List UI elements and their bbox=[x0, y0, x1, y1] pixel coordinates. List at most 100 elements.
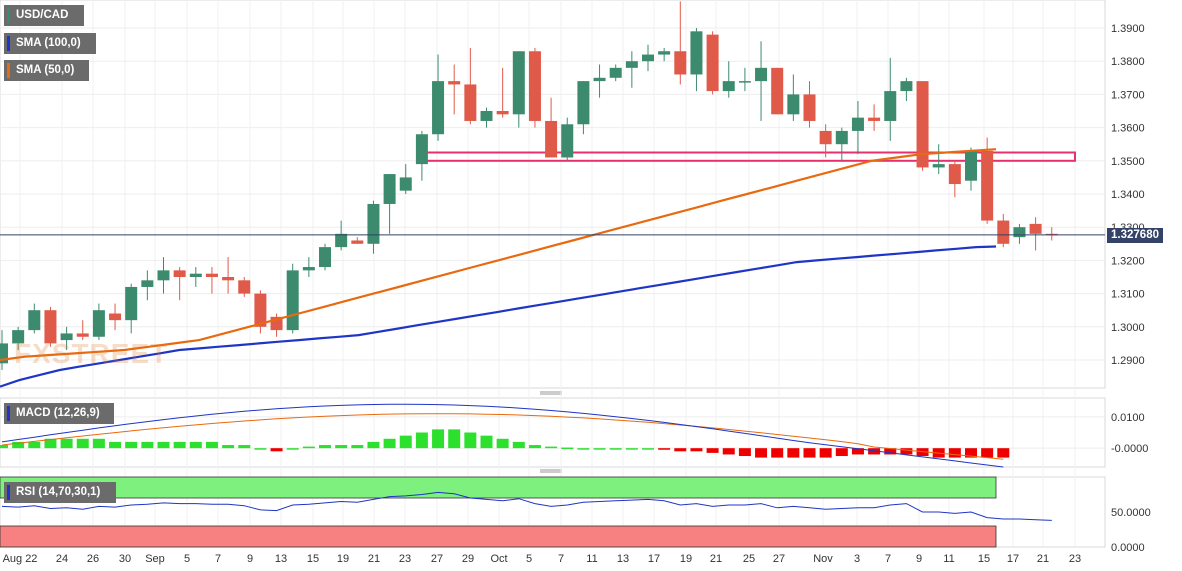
legend-rsi[interactable]: RSI (14,70,30,1) bbox=[4, 482, 116, 503]
x-tick-label: 17 bbox=[1007, 553, 1019, 565]
candle-body bbox=[997, 220, 1010, 244]
x-tick-label: 24 bbox=[56, 553, 68, 565]
macd-histogram-bar bbox=[674, 448, 687, 452]
candle-body bbox=[0, 343, 8, 364]
legend-sma50[interactable]: SMA (50,0) bbox=[4, 60, 89, 81]
x-tick-label: 7 bbox=[215, 553, 221, 565]
y-tick-label: 1.3700 bbox=[1111, 89, 1145, 101]
macd-histogram-bar bbox=[254, 448, 267, 450]
macd-signal-line bbox=[1, 413, 1004, 460]
macd-panel bbox=[0, 403, 1010, 468]
x-tick-label: 27 bbox=[431, 553, 443, 565]
x-tick-label: 21 bbox=[368, 553, 380, 565]
watermark: FXSTREET bbox=[14, 338, 169, 369]
instrument-swatch bbox=[7, 8, 10, 23]
candle-body bbox=[496, 111, 509, 115]
macd-histogram-bar bbox=[771, 448, 784, 458]
x-tick-label: 19 bbox=[680, 553, 692, 565]
macd-histogram-bar bbox=[12, 441, 25, 449]
candle-body bbox=[302, 267, 315, 271]
macd-y-tick-label: 0.0100 bbox=[1111, 412, 1145, 424]
sma50-line bbox=[0, 148, 997, 362]
legend-sma50-label: SMA (50,0) bbox=[16, 64, 75, 76]
x-tick-label: 11 bbox=[943, 553, 954, 565]
y-tick-label: 1.3100 bbox=[1111, 289, 1145, 301]
sma50-swatch bbox=[7, 63, 10, 78]
candle-body bbox=[609, 67, 622, 78]
candle-body bbox=[76, 333, 89, 337]
macd-histogram-bar bbox=[76, 438, 89, 449]
macd-histogram-bar bbox=[141, 441, 154, 449]
macd-histogram-bar bbox=[157, 441, 170, 449]
macd-histogram-bar bbox=[997, 448, 1010, 458]
macd-histogram-bar bbox=[609, 448, 622, 450]
candle-body bbox=[12, 330, 25, 344]
candle-body bbox=[254, 293, 267, 327]
macd-histogram-bar bbox=[803, 448, 816, 458]
candle-body bbox=[884, 91, 897, 121]
candle-body bbox=[44, 310, 57, 344]
x-tick-label: Nov bbox=[813, 553, 833, 565]
macd-swatch bbox=[7, 406, 10, 421]
macd-histogram-bar bbox=[561, 447, 574, 450]
candle-body bbox=[319, 247, 331, 268]
x-tick-label: 15 bbox=[307, 553, 319, 565]
candle-body bbox=[981, 150, 994, 221]
x-tick-label: 9 bbox=[916, 553, 922, 565]
candle-body bbox=[448, 81, 461, 85]
legend-instrument-label: USD/CAD bbox=[16, 9, 69, 21]
macd-histogram-bar bbox=[625, 448, 638, 450]
macd-line bbox=[1, 403, 1004, 468]
macd-histogram-bar bbox=[335, 445, 348, 449]
macd-histogram-bar bbox=[399, 435, 412, 449]
candle-body bbox=[545, 120, 558, 158]
candle-body bbox=[625, 61, 638, 68]
candle-body bbox=[383, 174, 396, 204]
x-tick-label: 17 bbox=[648, 553, 660, 565]
candle-body bbox=[948, 164, 961, 185]
candle-body bbox=[351, 240, 364, 244]
candle-body bbox=[399, 177, 412, 191]
macd-histogram-bar bbox=[642, 448, 654, 450]
macd-histogram-bar bbox=[577, 448, 590, 450]
candle-body bbox=[851, 117, 864, 131]
legend-instrument[interactable]: USD/CAD bbox=[4, 5, 84, 26]
x-tick-label: 5 bbox=[184, 553, 190, 565]
macd-histogram-bar bbox=[60, 438, 73, 449]
legend-rsi-label: RSI (14,70,30,1) bbox=[16, 486, 101, 498]
candle-body bbox=[28, 310, 41, 331]
macd-histogram-bar bbox=[448, 429, 461, 449]
macd-histogram-bar bbox=[270, 448, 283, 452]
macd-histogram-bar bbox=[351, 445, 364, 449]
macd-histogram-bar bbox=[835, 448, 848, 457]
macd-histogram-bar bbox=[28, 441, 41, 449]
candle-body bbox=[512, 51, 525, 115]
x-tick-label: 5 bbox=[526, 553, 532, 565]
macd-histogram-bar bbox=[222, 445, 235, 449]
y-tick-label: 1.3500 bbox=[1111, 156, 1145, 168]
rsi-panel bbox=[0, 476, 1052, 548]
y-tick-label: 1.3400 bbox=[1111, 189, 1145, 201]
macd-histogram-bar bbox=[464, 432, 477, 449]
candle-body bbox=[577, 81, 590, 125]
x-tick-label: 3 bbox=[854, 553, 860, 565]
x-tick-label: 9 bbox=[247, 553, 253, 565]
x-tick-label: 25 bbox=[743, 553, 755, 565]
candle-body bbox=[593, 77, 606, 82]
x-tick-label: Sep bbox=[145, 553, 165, 565]
legend-macd[interactable]: MACD (12,26,9) bbox=[4, 403, 114, 424]
y-tick-label: 1.2900 bbox=[1111, 355, 1145, 367]
macd-histogram-bar bbox=[593, 448, 606, 450]
candlesticks bbox=[0, 1, 1058, 370]
moving-averages bbox=[0, 148, 997, 388]
candle-body bbox=[690, 31, 703, 75]
macd-histogram-bar bbox=[658, 448, 671, 450]
candle-body bbox=[819, 130, 832, 145]
candle-body bbox=[674, 51, 687, 75]
legend-sma100[interactable]: SMA (100,0) bbox=[4, 33, 96, 54]
candle-body bbox=[286, 270, 299, 331]
candle-body bbox=[658, 51, 671, 55]
y-tick-label: 1.3200 bbox=[1111, 255, 1145, 267]
y-tick-label: 1.3900 bbox=[1111, 23, 1145, 35]
